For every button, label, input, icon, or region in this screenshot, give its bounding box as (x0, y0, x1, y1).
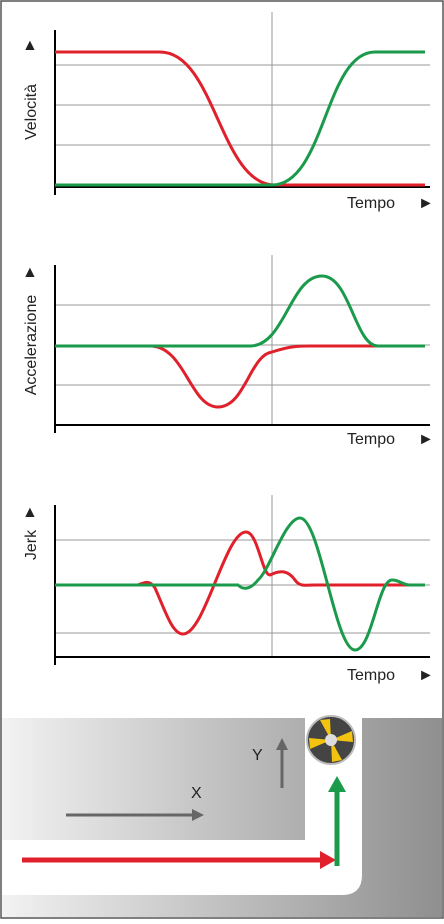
red-curve (55, 344, 425, 409)
x-arrow-head (192, 809, 204, 821)
arrow-up: ▲ (22, 37, 38, 54)
cutter-teeth (309, 719, 353, 762)
x-label: Tempo (347, 431, 395, 448)
jerk-panel: ▲ Jerk Tempo ► (22, 495, 434, 684)
y-label: Jerk (23, 529, 40, 560)
green-curve (55, 516, 425, 652)
y-label: Accelerazione (23, 295, 40, 396)
y-label: Velocità (23, 84, 40, 140)
green-curve (55, 50, 425, 187)
arrow-right: ► (418, 667, 434, 684)
tool-path (2, 718, 362, 895)
x-label: Tempo (347, 667, 395, 684)
y-label: Y (252, 747, 263, 764)
y-arrow-head (276, 738, 288, 750)
cutter-center (325, 734, 337, 746)
illustration: X Y (2, 715, 442, 917)
red-arrow-head (320, 851, 336, 869)
velocity-panel: ▲ Velocità Tempo ► (22, 12, 434, 212)
arrow-right: ► (418, 195, 434, 212)
green-curve (55, 274, 425, 348)
red-curve (55, 50, 425, 187)
arrow-right: ► (418, 431, 434, 448)
x-label: Tempo (347, 195, 395, 212)
arrow-up: ▲ (22, 264, 38, 281)
green-arrow-head (328, 776, 346, 792)
x-label: X (191, 785, 202, 802)
acceleration-panel: ▲ Accelerazione Tempo ► (22, 255, 434, 448)
red-curve (55, 530, 425, 636)
arrow-up: ▲ (22, 504, 38, 521)
